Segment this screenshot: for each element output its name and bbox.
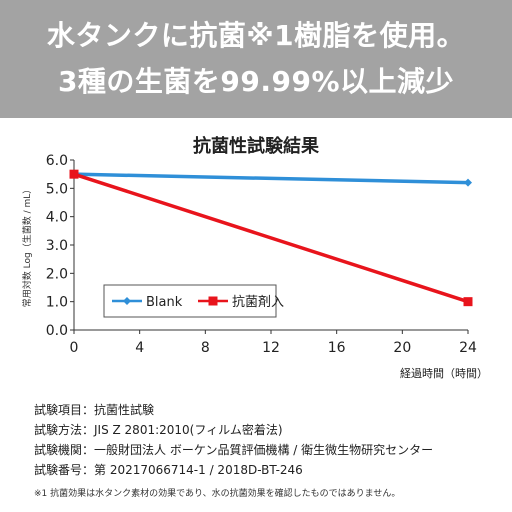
y-tick-label: 2.0 <box>46 266 68 282</box>
test-number: 試験番号：第 20217066714-1 / 2018D-BT-246 <box>34 463 303 477</box>
y-tick-label: 3.0 <box>46 238 68 254</box>
y-tick-label: 0.0 <box>46 323 68 339</box>
test-info: 試験項目：抗菌性試験 試験方法：JIS Z 2801:2010(フィルム密着法)… <box>34 400 433 480</box>
point-marker <box>463 297 473 307</box>
y-tick-label: 6.0 <box>46 153 68 169</box>
x-tick-label: 0 <box>70 340 79 356</box>
footnote: ※1 抗菌効果は水タンク素材の効果であり、水の抗菌効果を確認したものではありませ… <box>34 489 401 499</box>
x-tick-label: 12 <box>262 340 280 356</box>
x-tick-label: 16 <box>328 340 346 356</box>
legend-label: 抗菌剤入 <box>232 294 284 310</box>
y-tick-label: 1.0 <box>46 295 68 311</box>
point-marker <box>208 296 218 306</box>
x-tick-label: 8 <box>201 340 210 356</box>
test-item: 試験項目：抗菌性試験 <box>34 403 155 417</box>
series-line <box>73 172 469 185</box>
point-marker <box>69 169 79 179</box>
test-organization: 試験機関：一般財団法人 ボーケン品質評価機構 / 衛生微生物研究センター <box>34 443 434 457</box>
x-tick-label: 4 <box>135 340 144 356</box>
y-tick-label: 4.0 <box>46 210 68 226</box>
test-method: 試験方法：JIS Z 2801:2010(フィルム密着法) <box>34 423 283 437</box>
series-line <box>73 172 469 304</box>
headline-line-2: 3種の生菌を99.99%以上減少 <box>57 65 455 98</box>
y-tick-label: 5.0 <box>46 181 68 197</box>
legend-label: Blank <box>146 295 183 310</box>
x-axis-label: 経過時間（時間） <box>400 367 488 380</box>
point-marker <box>464 178 472 187</box>
chart-title: 抗菌性試験結果 <box>193 136 319 157</box>
x-tick-label: 20 <box>393 340 411 356</box>
point-marker <box>123 297 131 305</box>
x-tick-label: 24 <box>459 340 477 356</box>
headline-banner: 水タンクに抗菌※1樹脂を使用。 3種の生菌を99.99%以上減少 <box>0 0 512 118</box>
antibacterial-line-chart: 0.0 1.0 2.0 3.0 4.0 5.0 6.0 0 4 8 12 16 20 24 Blank 抗菌… <box>21 153 488 380</box>
headline-line-1: 水タンクに抗菌※1樹脂を使用。 <box>46 19 466 52</box>
y-axis-label: 常用対数 Log（生菌数 / mL） <box>21 185 33 307</box>
